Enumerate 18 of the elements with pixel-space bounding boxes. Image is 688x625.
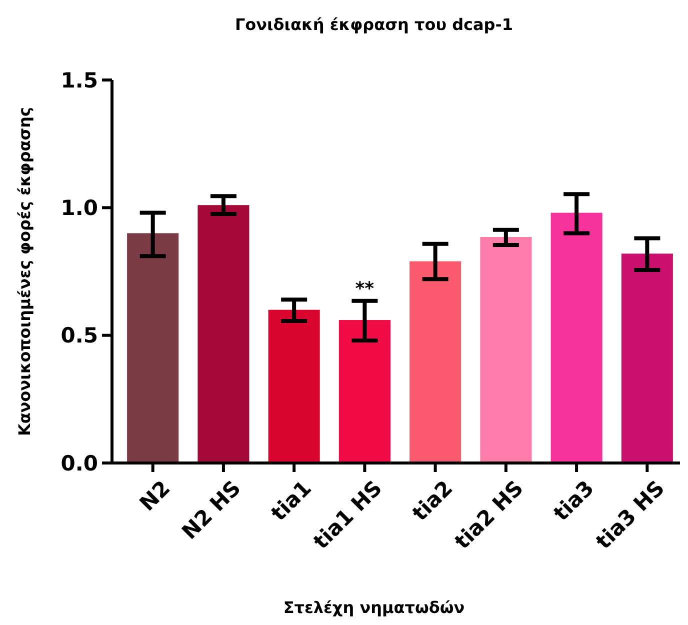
bar (550, 212, 602, 463)
bar (621, 254, 673, 463)
bar (268, 310, 320, 463)
bar (410, 261, 462, 463)
y-tick-label: 0.0 (60, 451, 98, 476)
y-axis-title: Κανονικοποιημένες φορές έκφρασης (15, 106, 34, 436)
x-tick-label: N2 (135, 476, 175, 516)
x-axis-title: Στελέχη νηματωδών (283, 598, 465, 617)
bar (338, 320, 390, 463)
y-tick-label: 1.0 (60, 196, 98, 220)
x-tick-label: N2 HS (177, 476, 246, 544)
y-tick-label: 1.5 (60, 68, 98, 92)
bar (480, 237, 532, 463)
chart-title: Γονιδιακή έκφραση του dcap-1 (234, 15, 514, 34)
y-tick-label: 0.5 (60, 324, 98, 348)
bar (127, 233, 179, 463)
bar (198, 205, 250, 463)
annotation: ** (355, 278, 375, 300)
